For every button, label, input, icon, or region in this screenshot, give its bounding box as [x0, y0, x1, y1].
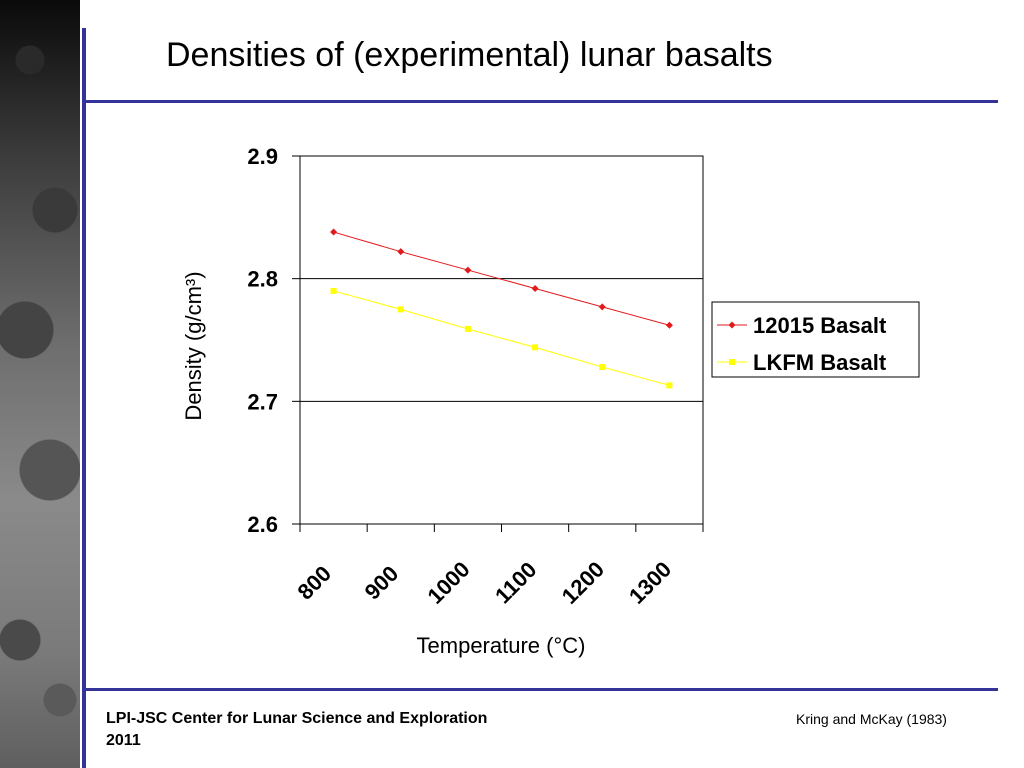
legend-label: 12015 Basalt [753, 313, 887, 338]
data-point [666, 382, 673, 389]
legend-box [711, 301, 920, 378]
series-line [333, 231, 670, 326]
lunar-surface-image [0, 0, 80, 768]
legend-marker [728, 321, 736, 329]
y-tick-label: 2.9 [247, 144, 278, 169]
plot-area [299, 155, 704, 525]
data-point [598, 303, 606, 311]
data-point [330, 287, 337, 294]
x-tick-label: 1200 [557, 557, 609, 609]
legend-label: LKFM Basalt [753, 350, 887, 375]
x-tick-label: 800 [292, 561, 336, 605]
title-underline [82, 100, 998, 103]
y-axis-label: Density (g/cm³) [181, 271, 206, 420]
data-point [532, 344, 539, 351]
data-point [397, 248, 405, 256]
data-point [397, 306, 404, 313]
x-tick-label: 1100 [490, 557, 541, 608]
footer-year: 2011 [106, 732, 141, 749]
x-axis-label: Temperature (°C) [417, 633, 586, 658]
data-point [464, 325, 471, 332]
series-line [333, 290, 670, 386]
y-tick-label: 2.7 [247, 389, 278, 414]
data-point [531, 284, 539, 292]
x-tick-label: 1000 [422, 557, 474, 609]
y-tick-label: 2.6 [247, 512, 278, 537]
x-tick-label: 1300 [624, 557, 676, 609]
data-point [665, 321, 673, 329]
slide-title: Densities of (experimental) lunar basalt… [166, 36, 773, 74]
footer-citation: Kring and McKay (1983) [796, 711, 947, 727]
legend-marker [729, 359, 735, 365]
data-point [464, 266, 472, 274]
x-tick-label: 900 [360, 561, 404, 605]
footer-divider-line [82, 688, 998, 691]
y-tick-label: 2.8 [247, 267, 278, 292]
data-point [599, 363, 606, 370]
legend: 12015 Basalt LKFM Basalt [711, 301, 920, 378]
left-divider-line [82, 28, 86, 768]
footer-organization-name: LPI-JSC Center for Lunar Science and Exp… [106, 710, 488, 727]
data-point [330, 228, 338, 236]
footer-organization: LPI-JSC Center for Lunar Science and Exp… [106, 708, 487, 752]
